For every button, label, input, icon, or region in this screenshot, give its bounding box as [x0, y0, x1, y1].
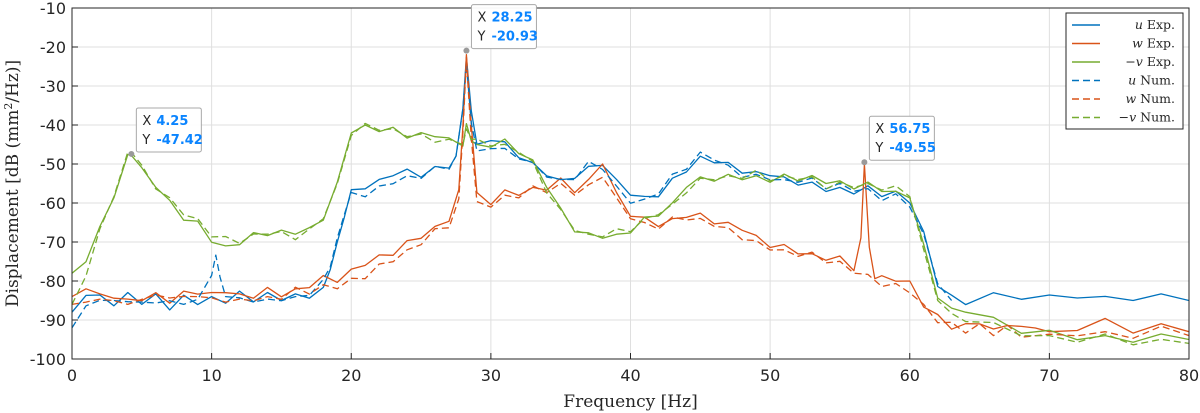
y-tick-label: -50: [40, 155, 66, 174]
datatip[interactable]: X 56.75 Y -49.55: [861, 115, 936, 166]
x-axis-label: Frequency [Hz]: [563, 392, 697, 412]
datatip-box: [135, 107, 202, 153]
legend-label-variable: w: [1132, 36, 1143, 51]
series-line-2: [72, 122, 1189, 343]
datatip-x-value: 4.25: [156, 114, 188, 129]
datatip-y-key: Y: [874, 141, 883, 156]
x-tick-label: 50: [760, 366, 780, 385]
datatip-y-key: Y: [476, 30, 485, 45]
datatip-y-value: -20.93: [491, 30, 538, 45]
datatip-marker: [861, 159, 868, 166]
datatips: X 4.25 Y -47.42 X 28.25 Y -20.93 X 56.75 Y -49.55: [128, 4, 936, 166]
datatip-x-key: X: [477, 11, 486, 26]
datatip-x-key: X: [875, 122, 884, 137]
legend-label-variable: u: [1128, 73, 1136, 88]
legend-label-kind: Exp.: [1143, 36, 1175, 51]
series-line-5: [72, 122, 1189, 346]
x-tick-label: 10: [201, 366, 221, 385]
x-tick-label: 30: [481, 366, 501, 385]
legend-label-variable: −v: [1119, 110, 1137, 125]
y-axis-label-suffix: /Hz)]: [3, 60, 23, 103]
y-tick-label: -30: [40, 77, 66, 96]
datatip-y-value: -49.55: [889, 141, 936, 156]
datatip-x-value: 56.75: [889, 122, 930, 137]
legend-label-kind: Num.: [1136, 110, 1175, 125]
legend-label: u Num.: [1128, 73, 1175, 88]
legend-label-kind: Exp.: [1143, 54, 1175, 69]
y-tick-label: -20: [40, 38, 66, 57]
grid: [71, 7, 1190, 360]
series-layer: [72, 53, 1189, 346]
datatip-box: [470, 4, 537, 50]
x-tick-label: 0: [67, 366, 77, 385]
legend: u Exp.w Exp.−v Exp.u Num.w Num.−v Num.: [1065, 12, 1184, 130]
y-tick-label: -40: [40, 116, 66, 135]
y-tick-label: -10: [40, 0, 66, 18]
legend-label-kind: Num.: [1136, 91, 1175, 106]
datatip-x-key: X: [142, 114, 151, 129]
y-axis-label-superscript: 2: [2, 103, 15, 110]
legend-label-kind: Num.: [1136, 73, 1175, 88]
datatip-marker: [128, 150, 135, 157]
y-tick-label: -100: [30, 350, 66, 369]
y-tick-label: -80: [40, 272, 66, 291]
series-line-1: [72, 53, 1189, 334]
legend-label: −v Exp.: [1125, 54, 1175, 69]
datatip[interactable]: X 28.25 Y -20.93: [463, 4, 538, 54]
datatip-box: [868, 115, 935, 161]
x-tick-label: 70: [1039, 366, 1059, 385]
y-tick-label: -70: [40, 233, 66, 252]
y-tick-label: -90: [40, 311, 66, 330]
x-tick-label: 60: [900, 366, 920, 385]
datatip-y-value: -47.42: [156, 133, 203, 148]
datatip[interactable]: X 4.25 Y -47.42: [128, 107, 203, 157]
legend-label: w Exp.: [1132, 36, 1175, 51]
x-tick-label: 20: [341, 366, 361, 385]
series-line-3: [72, 63, 953, 329]
datatip-y-key: Y: [141, 133, 150, 148]
x-tick-label: 40: [620, 366, 640, 385]
legend-label: −v Num.: [1119, 110, 1175, 125]
legend-label: w Num.: [1126, 91, 1176, 106]
axis-ticks: 0 10 20 30 40 50 60 70 80 -10 -20 -30 -40 -50 -60 -70 -8…: [30, 0, 1199, 385]
datatip-marker: [463, 47, 470, 54]
datatip-x-value: 28.25: [491, 11, 532, 26]
legend-label-variable: −v: [1125, 54, 1143, 69]
legend-label-variable: u: [1135, 17, 1143, 32]
y-axis-label: Displacement [dB (mm2/Hz)]: [2, 60, 24, 307]
legend-label-kind: Exp.: [1143, 17, 1175, 32]
y-tick-label: -60: [40, 194, 66, 213]
x-tick-label: 80: [1179, 366, 1199, 385]
legend-label-variable: w: [1126, 91, 1137, 106]
legend-label: u Exp.: [1135, 17, 1175, 32]
legend-box: [1065, 12, 1184, 130]
y-axis-label-prefix: Displacement [dB (mm: [3, 110, 23, 307]
